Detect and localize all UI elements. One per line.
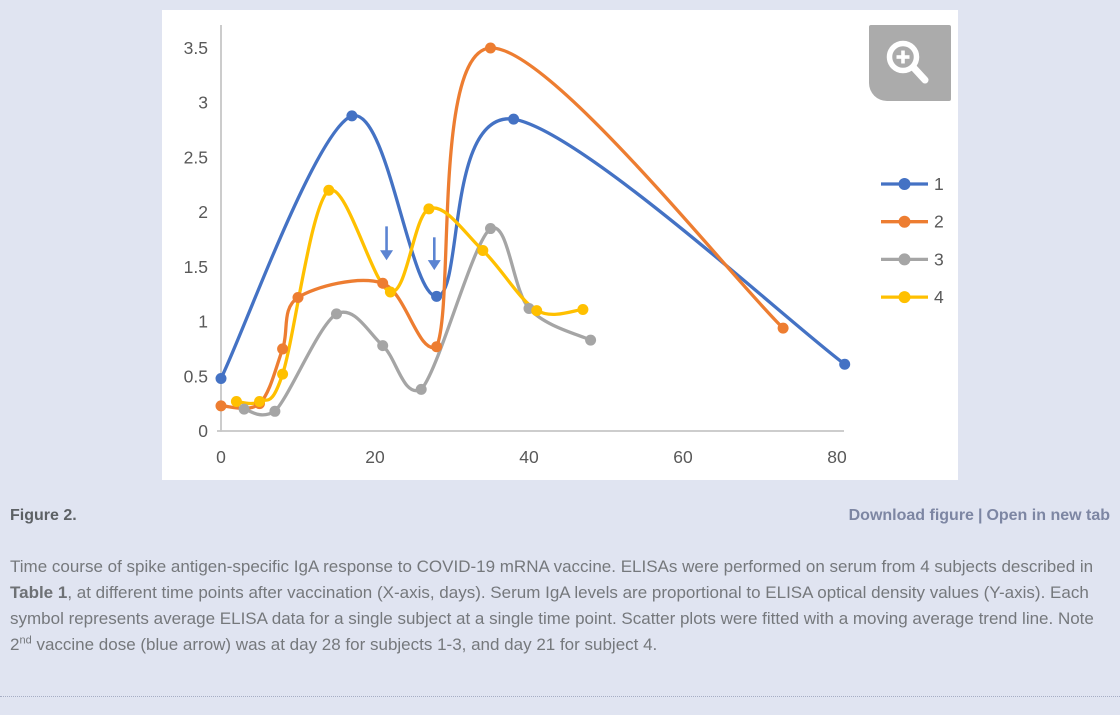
figure-bar: Figure 2. Download figure | Open in new ta… bbox=[10, 507, 1110, 525]
caption-superscript: nd bbox=[19, 634, 32, 647]
svg-text:2: 2 bbox=[934, 212, 944, 232]
svg-text:2.5: 2.5 bbox=[184, 147, 208, 167]
section-divider bbox=[0, 696, 1120, 697]
svg-text:0: 0 bbox=[198, 421, 208, 441]
svg-text:60: 60 bbox=[673, 447, 693, 467]
magnifier-plus-icon bbox=[886, 40, 929, 84]
svg-text:1.5: 1.5 bbox=[184, 257, 208, 277]
svg-text:4: 4 bbox=[934, 287, 944, 307]
caption-table-ref: Table 1 bbox=[10, 583, 68, 602]
figure-links: Download figure | Open in new tab bbox=[849, 507, 1110, 525]
svg-text:3: 3 bbox=[198, 93, 208, 113]
link-separator: | bbox=[977, 507, 983, 524]
figure-caption: Time course of spike antigen-specific Ig… bbox=[10, 554, 1110, 658]
svg-text:0: 0 bbox=[216, 447, 226, 467]
svg-text:2: 2 bbox=[198, 202, 208, 222]
svg-text:3.5: 3.5 bbox=[184, 38, 208, 58]
svg-text:80: 80 bbox=[827, 447, 847, 467]
caption-text-3: vaccine dose (blue arrow) was at day 28 … bbox=[31, 635, 658, 654]
svg-text:3: 3 bbox=[934, 249, 944, 269]
iga-timecourse-chart: 0 0.5 1 1.5 2 2.5 3 3.5 0 20 40 60 80 1 2 3 4 bbox=[184, 25, 944, 467]
caption-text-2: , at different time points after vaccina… bbox=[10, 583, 1094, 654]
svg-text:0.5: 0.5 bbox=[184, 366, 208, 386]
figure-label: Figure 2. bbox=[10, 507, 77, 524]
figure-image[interactable]: 0 0.5 1 1.5 2 2.5 3 3.5 0 20 40 60 80 1 2 3 4 bbox=[162, 10, 958, 480]
download-figure-link[interactable]: Download figure bbox=[848, 507, 974, 524]
open-in-new-tab-link[interactable]: Open in new tab bbox=[986, 507, 1110, 524]
svg-text:1: 1 bbox=[198, 312, 208, 332]
svg-text:1: 1 bbox=[934, 174, 944, 194]
svg-text:20: 20 bbox=[365, 447, 385, 467]
zoom-figure-button[interactable] bbox=[869, 25, 951, 101]
caption-text-1: Time course of spike antigen-specific Ig… bbox=[10, 557, 1094, 576]
svg-text:40: 40 bbox=[519, 447, 539, 467]
